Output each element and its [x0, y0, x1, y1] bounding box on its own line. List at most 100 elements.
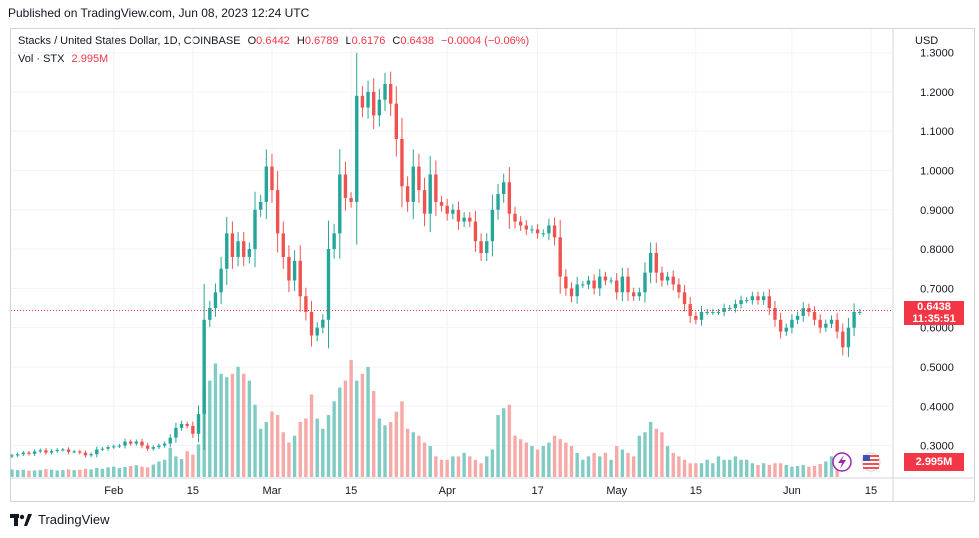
volume-bar	[603, 452, 608, 477]
last-price-value: 0.6438	[917, 301, 951, 314]
candle-body	[225, 233, 229, 269]
volume-bar	[728, 459, 732, 477]
volume-bar	[78, 469, 82, 477]
candle-body	[665, 276, 670, 281]
candle-body	[44, 450, 48, 453]
lightning-icon[interactable]	[832, 452, 852, 472]
volume-bar	[564, 442, 568, 477]
volume-bar	[338, 387, 342, 477]
time-axis-ticks[interactable]: Feb 15 Mar 15 Apr 17 May 15 Jun 15	[104, 485, 877, 497]
time-tick-label: Feb	[104, 485, 123, 497]
volume-bar	[761, 463, 766, 477]
us-flag-icon[interactable]	[861, 452, 881, 472]
volume-bar	[518, 439, 523, 477]
volume-bar	[552, 435, 557, 477]
candle-body	[242, 241, 246, 257]
volume-bar	[55, 470, 59, 477]
volume-bar	[32, 470, 37, 477]
volume-bar	[835, 466, 839, 477]
volume-bar	[372, 390, 376, 477]
candle-body	[219, 268, 223, 293]
candle-body	[411, 166, 415, 202]
currency-label[interactable]: USD	[915, 35, 939, 47]
volume-bar	[123, 467, 127, 477]
candle-body	[151, 447, 155, 449]
volume-bar	[575, 452, 579, 477]
price-tick-label: 1.0000	[920, 165, 954, 177]
volume-bar	[281, 432, 285, 477]
volume-bar	[89, 469, 93, 477]
volume-bar	[609, 459, 613, 477]
volume-bar	[315, 418, 319, 477]
candle-body	[383, 84, 387, 100]
volume-legend: Vol · STX 2.995M	[18, 53, 112, 65]
price-axis-ticks[interactable]: 0.3000 0.4000 0.5000 0.6000 0.7000 0.8000 0.90…	[920, 48, 954, 453]
volume-bar	[162, 459, 167, 477]
candle-body	[835, 319, 839, 332]
change-value: −0.0004 (−0.06%)	[441, 35, 530, 47]
candle-body	[795, 315, 800, 320]
candle-body	[360, 95, 365, 108]
volume-bar	[801, 464, 805, 477]
candle-body	[631, 292, 636, 297]
volume-bar	[360, 373, 365, 477]
candle-body	[55, 449, 59, 452]
volume-bar	[705, 459, 709, 477]
low-label: L	[345, 35, 352, 47]
volume-bar	[547, 442, 551, 477]
candle-body	[162, 443, 167, 446]
candle-body	[807, 308, 811, 312]
candle-body	[117, 445, 122, 447]
volume-bar	[620, 449, 625, 477]
price-tick-label: 0.4000	[920, 401, 954, 413]
volume-bar	[745, 459, 749, 477]
volume-bar	[660, 432, 664, 477]
volume-bar	[631, 456, 636, 477]
volume-label[interactable]: Vol · STX	[18, 53, 65, 65]
volume-bar	[756, 464, 760, 477]
volume-bar	[784, 464, 788, 477]
candle-body	[315, 327, 319, 336]
volume-bar	[790, 466, 794, 477]
candle-body	[801, 308, 805, 316]
price-tick-label: 1.1000	[920, 126, 954, 138]
candle-body	[456, 209, 461, 222]
candle-body	[400, 139, 404, 187]
time-tick-label: Apr	[439, 485, 456, 497]
candle-body	[547, 225, 551, 234]
candle-body	[790, 319, 794, 328]
chart-frame[interactable]	[10, 28, 975, 502]
candle-body	[513, 213, 517, 222]
candle-body	[552, 225, 557, 238]
volume-bar	[349, 360, 353, 477]
candle-body	[581, 284, 585, 286]
candle-body	[281, 233, 285, 257]
volume-bar	[168, 447, 172, 477]
volume-bar	[643, 432, 647, 477]
volume-bar	[377, 418, 382, 477]
volume-bar	[247, 380, 252, 477]
footer-brand-label: TradingView	[38, 512, 110, 527]
volume-bar	[253, 404, 257, 477]
candle-body	[586, 280, 591, 285]
candle-body	[208, 308, 212, 320]
bar-countdown: 11:35:51	[912, 313, 956, 326]
volume-bar	[739, 459, 743, 477]
candle-body	[32, 451, 37, 454]
volume-bar	[106, 467, 110, 477]
volume-bar	[485, 456, 489, 477]
candle-body	[258, 201, 263, 210]
candle-body	[236, 241, 240, 257]
volume-bar	[61, 470, 65, 477]
footer-brand[interactable]: TradingView	[10, 512, 110, 527]
volume-bar	[49, 469, 54, 477]
candle-body	[711, 311, 715, 313]
volume-bar	[309, 394, 314, 477]
volume-bar	[366, 366, 370, 477]
candle-body	[128, 441, 133, 444]
volume-bar	[411, 432, 415, 477]
time-tick-label: Mar	[262, 485, 281, 497]
symbol-title[interactable]: Stacks / United States Dollar, 1D, COINB…	[18, 35, 241, 47]
candle-body	[694, 315, 698, 320]
